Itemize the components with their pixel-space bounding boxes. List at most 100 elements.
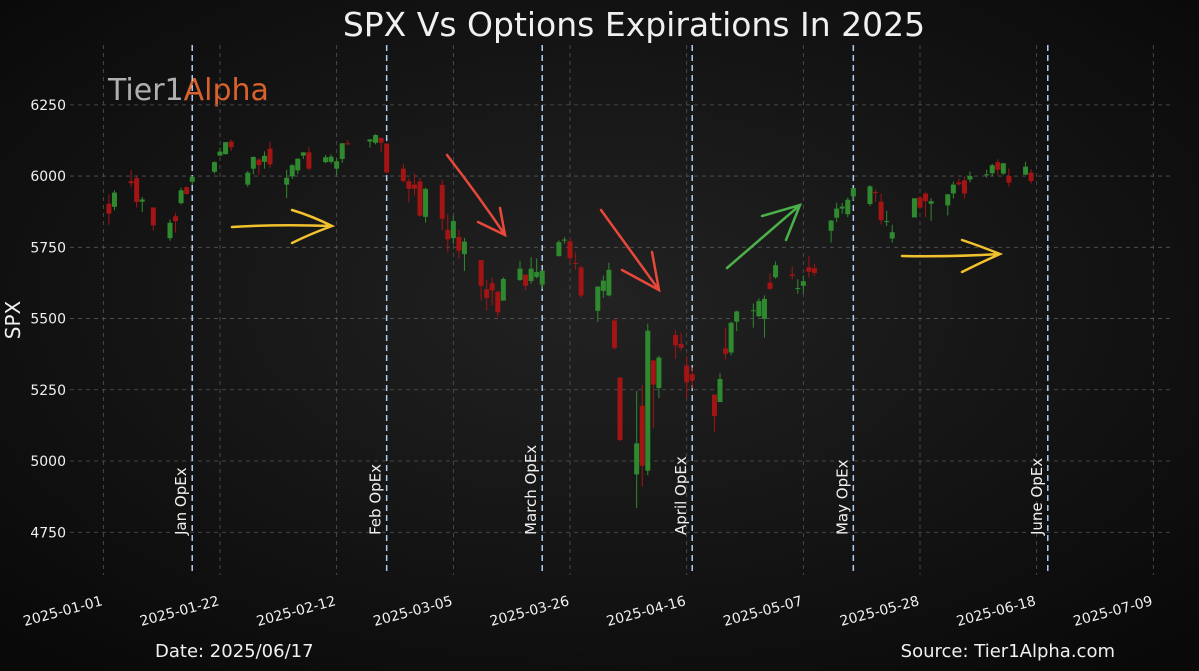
- candle-body: [573, 262, 579, 264]
- y-tick-label: 6250: [30, 98, 66, 114]
- candle-body: [606, 269, 612, 296]
- candle-body: [417, 181, 423, 216]
- candle-body: [528, 268, 534, 281]
- candle-body: [184, 187, 190, 195]
- candle-body: [295, 158, 301, 171]
- candle-body: [578, 267, 584, 296]
- candle-body: [867, 186, 873, 204]
- candle-body: [439, 184, 445, 219]
- candle-body: [839, 206, 845, 209]
- candle-body: [684, 365, 690, 383]
- candle-body: [478, 260, 484, 286]
- footer-source: Source: Tier1Alpha.com: [901, 641, 1115, 662]
- opex-label: June OpEx: [1028, 458, 1046, 536]
- candle-body: [1006, 176, 1012, 183]
- candle-body: [750, 310, 756, 312]
- candle-body: [767, 282, 773, 289]
- candle-body: [845, 199, 851, 215]
- candle-body: [373, 135, 379, 143]
- candle-body: [400, 168, 406, 181]
- candle-body: [456, 237, 462, 251]
- candle-body: [889, 232, 895, 239]
- candle-body: [800, 281, 806, 286]
- candle-body: [150, 207, 156, 226]
- candle-body: [928, 201, 934, 204]
- opex-label: March OpEx: [522, 445, 540, 535]
- candle-body: [950, 184, 956, 194]
- candle-body: [228, 141, 234, 148]
- candle-body: [261, 155, 267, 162]
- candle-body: [173, 216, 179, 222]
- candle-body: [128, 181, 134, 184]
- candle-body: [789, 274, 795, 276]
- candle-body: [806, 267, 812, 272]
- candle-body: [678, 343, 684, 348]
- candle-body: [567, 241, 573, 259]
- candle-body: [873, 192, 879, 194]
- candle-body: [406, 181, 412, 189]
- candle-body: [600, 280, 606, 291]
- candle-body: [139, 199, 145, 202]
- candle-body: [1028, 172, 1034, 181]
- brand: Tier1Alpha: [107, 73, 269, 108]
- candle-body: [495, 291, 501, 313]
- brand-part: Alpha: [184, 73, 269, 108]
- arrow: [445, 153, 507, 238]
- candle-body: [723, 348, 729, 354]
- arrow: [599, 208, 661, 293]
- candle-body: [611, 320, 617, 348]
- candle-body: [411, 184, 417, 189]
- candle-body: [211, 162, 217, 172]
- candle-body: [378, 137, 384, 143]
- candle-body: [306, 152, 312, 169]
- candle-body: [995, 162, 1001, 170]
- candle-body: [539, 270, 545, 285]
- candle-body: [328, 156, 334, 162]
- candle-body: [339, 143, 345, 159]
- candle-body: [300, 152, 306, 156]
- candle-body: [773, 265, 779, 278]
- candle-body: [617, 377, 623, 440]
- candle-body: [461, 241, 467, 255]
- candle-body: [961, 180, 967, 194]
- arrow: [725, 203, 803, 270]
- y-tick-label: 5500: [30, 312, 66, 328]
- annotations: [230, 153, 1004, 293]
- brand-part: Tier1: [107, 73, 184, 108]
- candle-body: [534, 272, 540, 277]
- candle-body: [761, 298, 767, 319]
- y-tick-label: 6000: [30, 169, 66, 185]
- y-tick-label: 5250: [30, 383, 66, 399]
- arrow: [900, 238, 1004, 274]
- candle-body: [189, 176, 195, 182]
- candle-body: [106, 203, 112, 214]
- candle-body: [878, 201, 884, 221]
- candle-body: [811, 268, 817, 273]
- opex-label: April OpEx: [672, 456, 690, 535]
- candle-body: [945, 194, 951, 206]
- candle-body: [650, 360, 656, 385]
- candle-body: [828, 220, 834, 231]
- footer-date: Date: 2025/06/17: [155, 641, 314, 662]
- candle-body: [517, 268, 523, 281]
- opex-label: Jan OpEx: [172, 467, 190, 536]
- candle-body: [523, 274, 529, 286]
- candle-body: [111, 192, 117, 207]
- chart-title: SPX Vs Options Expirations In 2025: [343, 5, 925, 44]
- candle-body: [717, 378, 723, 403]
- candle-body: [1023, 166, 1029, 175]
- candle-body: [178, 190, 184, 204]
- candle-body: [134, 178, 140, 203]
- candle-body: [345, 143, 351, 145]
- arrow: [230, 208, 336, 245]
- candle-body: [656, 357, 662, 389]
- opex-label: Feb OpEx: [367, 464, 385, 535]
- candle-body: [267, 148, 273, 165]
- candle-body: [367, 139, 373, 142]
- candle-body: [639, 405, 645, 466]
- candle-body: [334, 161, 340, 169]
- candle-body: [911, 198, 917, 218]
- candle-body: [384, 143, 390, 173]
